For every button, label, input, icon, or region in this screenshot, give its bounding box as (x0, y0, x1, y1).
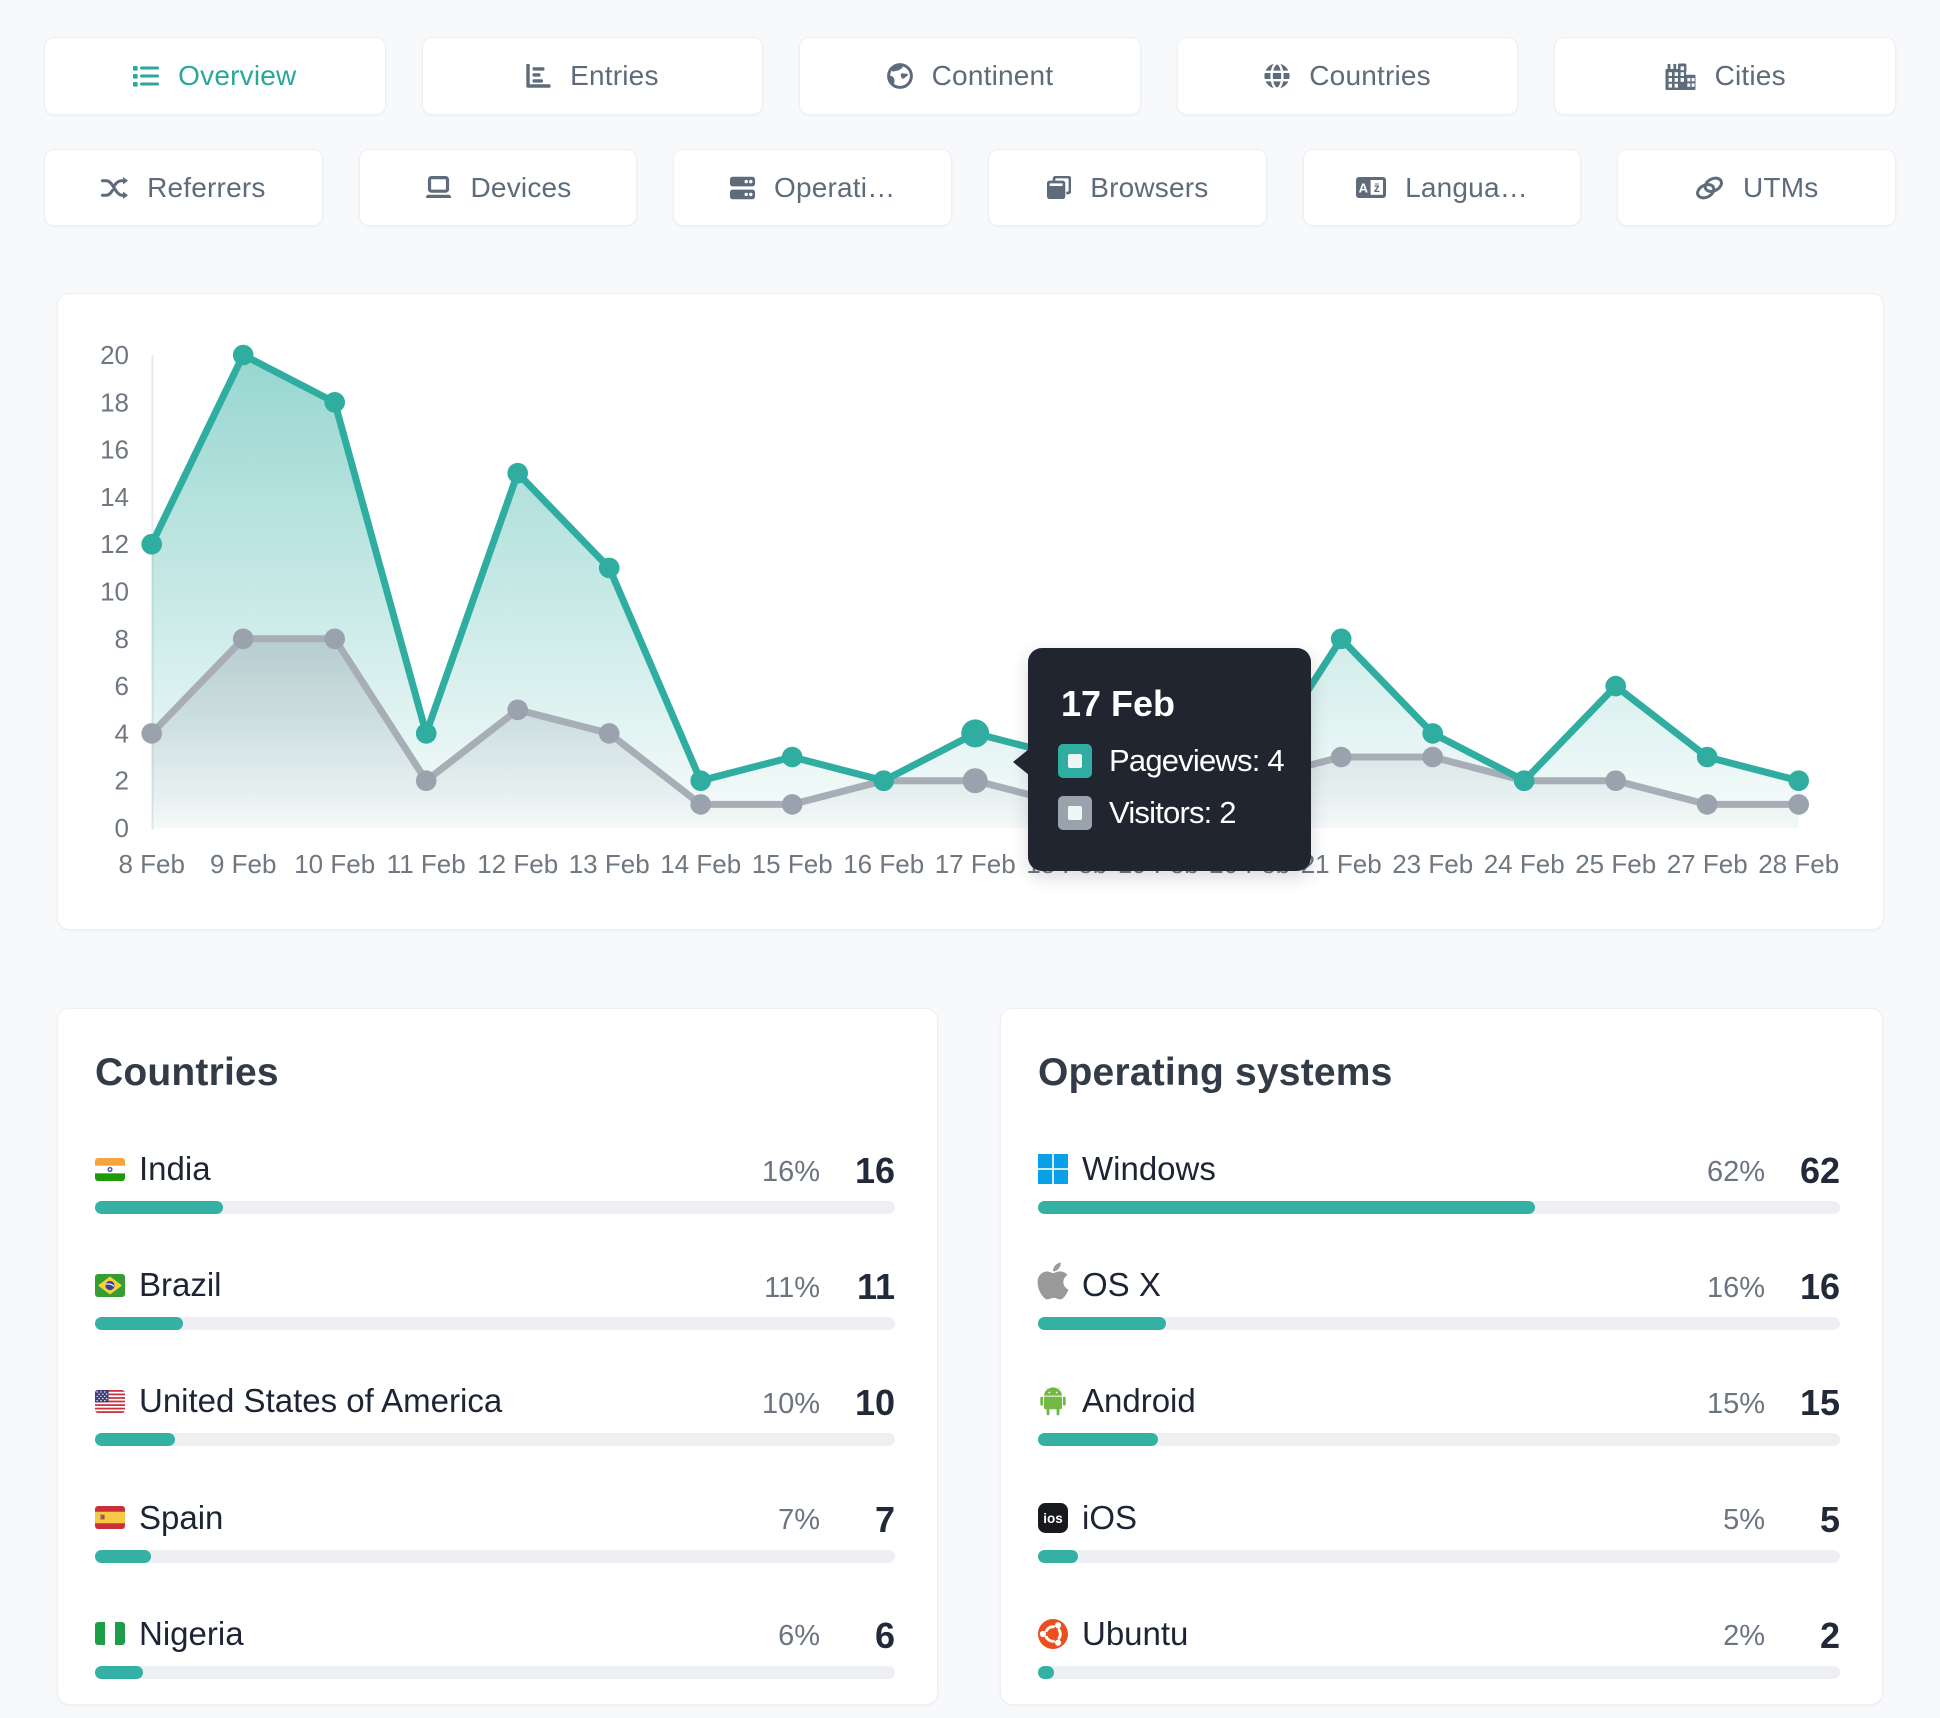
svg-text:z̄: z̄ (1374, 181, 1380, 195)
svg-text:15 Feb: 15 Feb (752, 849, 833, 879)
svg-text:ios: ios (1043, 1511, 1063, 1526)
svg-text:13 Feb: 13 Feb (569, 849, 650, 879)
svg-text:12 Feb: 12 Feb (477, 849, 558, 879)
svg-text:A: A (1359, 181, 1369, 196)
svg-text:10 Feb: 10 Feb (294, 849, 375, 879)
svg-text:25 Feb: 25 Feb (1575, 849, 1656, 879)
svg-text:8: 8 (115, 624, 129, 654)
svg-text:16: 16 (100, 435, 129, 465)
svg-text:6: 6 (115, 671, 129, 701)
svg-text:14: 14 (100, 482, 129, 512)
svg-text:10: 10 (100, 577, 129, 607)
svg-text:28 Feb: 28 Feb (1758, 849, 1839, 879)
svg-text:17 Feb: 17 Feb (935, 849, 1016, 879)
svg-text:21 Feb: 21 Feb (1301, 849, 1382, 879)
svg-text:8 Feb: 8 Feb (118, 849, 185, 879)
svg-text:2: 2 (115, 766, 129, 796)
svg-text:16 Feb: 16 Feb (843, 849, 924, 879)
svg-text:11 Feb: 11 Feb (387, 849, 466, 879)
svg-text:14 Feb: 14 Feb (660, 849, 741, 879)
svg-text:0: 0 (115, 813, 129, 843)
svg-text:27 Feb: 27 Feb (1667, 849, 1748, 879)
svg-text:23 Feb: 23 Feb (1392, 849, 1473, 879)
svg-text:18: 18 (100, 387, 129, 417)
svg-text:24 Feb: 24 Feb (1484, 849, 1565, 879)
svg-text:20: 20 (100, 340, 129, 370)
svg-text:4: 4 (115, 718, 129, 748)
svg-text:9 Feb: 9 Feb (210, 849, 277, 879)
svg-text:12: 12 (100, 529, 129, 559)
